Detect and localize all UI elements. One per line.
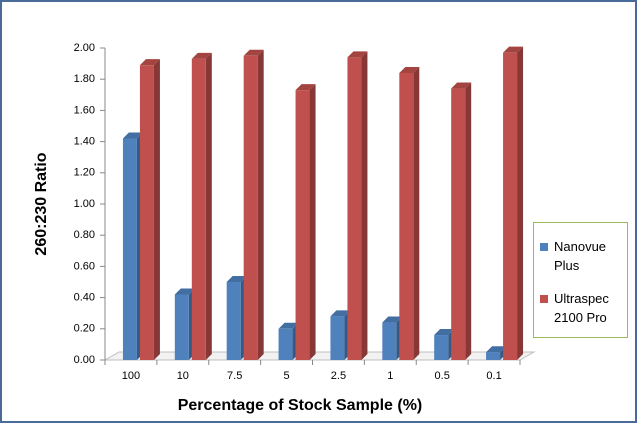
x-tick-label: 10 [177,370,189,382]
legend-label: Ultraspec 2100 Pro [554,291,609,325]
bar-top [503,46,524,53]
legend-swatch [540,243,548,251]
x-tick-label: 0.5 [435,370,450,382]
y-tick-label: 0.40 [74,292,95,304]
bar-top [399,66,420,73]
bar-side [205,52,212,361]
bar-top [243,49,264,56]
x-tick-label: 7.5 [227,370,242,382]
y-tick-label: 1.60 [74,104,95,116]
bar-side [361,51,368,361]
y-tick-label: 0.60 [74,260,95,272]
bar [434,335,449,360]
x-tick-label: 1 [387,370,393,382]
bar [278,328,293,360]
bar [382,322,397,360]
y-tick-label: 1.40 [74,136,95,148]
y-tick-label: 0.00 [74,354,95,366]
x-tick-label: 100 [122,370,140,382]
y-tick-label: 0.20 [74,323,95,335]
bar-top [226,276,247,282]
bar-top [434,329,455,336]
bar [347,57,362,361]
x-tick-label: 5 [284,370,290,382]
bar-top [382,316,403,323]
bar [399,72,414,361]
x-tick-label: 2.5 [331,370,346,382]
y-tick-label: 1.20 [74,167,95,179]
legend: Nanovue Plus Ultraspec 2100 Pro [533,222,628,338]
bar-top [174,288,195,295]
x-axis-title: Percentage of Stock Sample (%) [178,397,423,414]
bar-top [347,51,368,58]
y-tick-label: 2.00 [74,42,95,54]
bar [295,90,310,361]
bar [486,352,501,360]
bar-side [309,84,316,361]
bar [451,88,466,360]
bar-top [330,310,351,317]
bar [330,316,345,360]
bar-top [139,59,160,66]
bar [243,55,258,361]
bar-side [257,49,264,361]
legend-label: Nanovue Plus [554,239,607,273]
bar [191,58,206,361]
y-axis-title: 260:230 Ratio [33,152,50,255]
bar-side [517,46,524,361]
bar-top [278,322,299,329]
y-tick-label: 0.80 [74,229,95,241]
bar-side [413,66,420,361]
bar [226,282,241,360]
bar-side [153,59,160,360]
bar [174,294,189,360]
legend-item: Nanovue Plus [538,237,623,275]
bar-side [465,82,472,360]
y-tick-label: 1.80 [74,73,95,85]
bar-top [122,132,143,139]
bar-top [451,82,472,89]
bar-top [486,346,507,353]
floor [103,351,536,361]
x-tick-label: 0.1 [486,370,501,382]
legend-item: Ultraspec 2100 Pro [538,289,623,327]
bar-top [191,52,212,59]
bar [122,138,137,360]
bar [503,52,518,361]
bar-top [295,84,316,91]
bar [139,65,154,360]
legend-swatch [540,295,548,303]
y-tick-label: 1.00 [74,198,95,210]
